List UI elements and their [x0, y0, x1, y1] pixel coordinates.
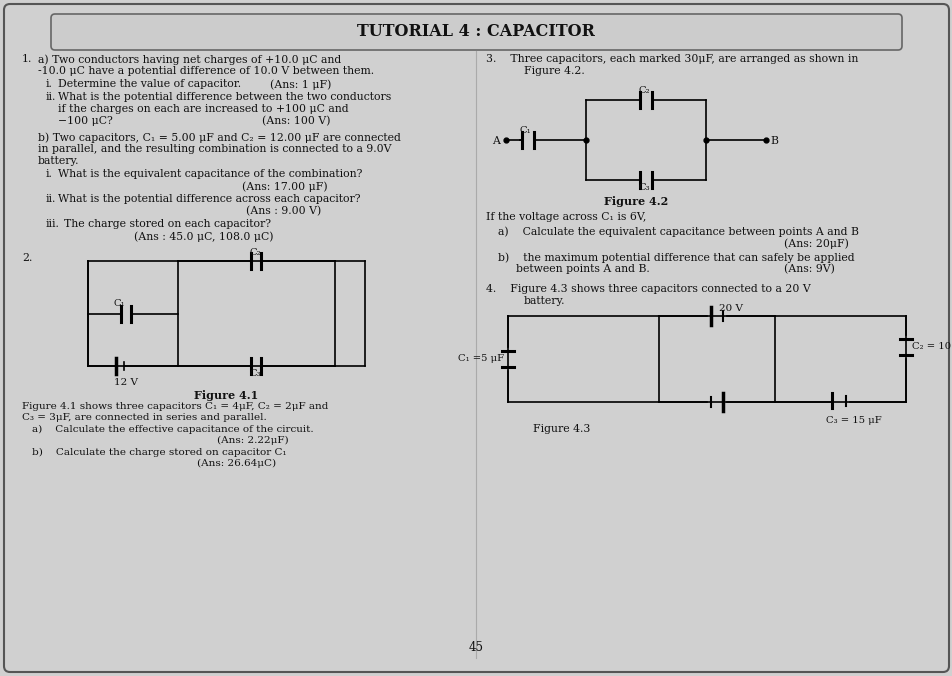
Text: C₁: C₁: [520, 126, 531, 135]
Text: battery.: battery.: [38, 156, 79, 166]
Text: Determine the value of capacitor.: Determine the value of capacitor.: [58, 79, 241, 89]
Text: (Ans: 26.64μC): (Ans: 26.64μC): [197, 459, 276, 468]
Text: C₁: C₁: [114, 299, 126, 308]
Text: (Ans: 1 μF): (Ans: 1 μF): [269, 79, 331, 89]
Text: C₃ = 3μF, are connected in series and parallel.: C₃ = 3μF, are connected in series and pa…: [22, 413, 267, 422]
Text: -10.0 μC have a potential difference of 10.0 V between them.: -10.0 μC have a potential difference of …: [38, 66, 374, 76]
Text: What is the potential difference between the two conductors: What is the potential difference between…: [58, 92, 391, 102]
Text: −100 μC?: −100 μC?: [58, 116, 112, 126]
Text: 4.    Figure 4.3 shows three capacitors connected to a 20 V: 4. Figure 4.3 shows three capacitors con…: [486, 284, 810, 294]
Text: (Ans: 17.00 μF): (Ans: 17.00 μF): [242, 181, 327, 191]
Text: iii.: iii.: [46, 219, 60, 229]
Text: if the charges on each are increased to +100 μC and: if the charges on each are increased to …: [58, 104, 348, 114]
Text: C₃ = 15 μF: C₃ = 15 μF: [825, 416, 882, 425]
Text: Figure 4.2: Figure 4.2: [604, 196, 667, 207]
Text: C₁ =5 μF: C₁ =5 μF: [458, 354, 504, 363]
Text: C₃: C₃: [249, 369, 261, 378]
Text: If the voltage across C₁ is 6V,: If the voltage across C₁ is 6V,: [486, 212, 645, 222]
FancyBboxPatch shape: [4, 4, 948, 672]
Text: (Ans: 2.22μF): (Ans: 2.22μF): [217, 436, 288, 445]
Text: C₂: C₂: [639, 86, 650, 95]
Text: 2.: 2.: [22, 253, 32, 263]
Text: Figure 4.2.: Figure 4.2.: [524, 66, 585, 76]
Text: What is the equivalent capacitance of the combination?: What is the equivalent capacitance of th…: [58, 169, 362, 179]
Text: B: B: [769, 136, 777, 146]
Text: The charge stored on each capacitor?: The charge stored on each capacitor?: [64, 219, 270, 229]
Text: in parallel, and the resulting combination is connected to a 9.0V: in parallel, and the resulting combinati…: [38, 144, 391, 154]
Text: i.: i.: [46, 169, 52, 179]
Text: 20 V: 20 V: [718, 304, 743, 313]
Text: b)    Calculate the charge stored on capacitor C₁: b) Calculate the charge stored on capaci…: [32, 448, 287, 457]
Text: 3.    Three capacitors, each marked 30μF, are arranged as shown in: 3. Three capacitors, each marked 30μF, a…: [486, 54, 858, 64]
Text: 1.: 1.: [22, 54, 32, 64]
Text: C₂: C₂: [249, 248, 261, 257]
Text: Figure 4.3: Figure 4.3: [532, 424, 589, 434]
Text: ii.: ii.: [46, 92, 56, 102]
Text: a) Two conductors having net charges of +10.0 μC and: a) Two conductors having net charges of …: [38, 54, 341, 65]
Text: (Ans : 9.00 V): (Ans : 9.00 V): [246, 206, 321, 216]
Text: What is the potential difference across each capacitor?: What is the potential difference across …: [58, 194, 360, 204]
Text: i.: i.: [46, 79, 52, 89]
Text: Figure 4.1 shows three capacitors C₁ = 4μF, C₂ = 2μF and: Figure 4.1 shows three capacitors C₁ = 4…: [22, 402, 328, 411]
Text: a)    Calculate the effective capacitance of the circuit.: a) Calculate the effective capacitance o…: [32, 425, 313, 434]
Text: TUTORIAL 4 : CAPACITOR: TUTORIAL 4 : CAPACITOR: [357, 24, 594, 41]
Text: between points A and B.: between points A and B.: [515, 264, 649, 274]
Text: C₂ = 10 μF: C₂ = 10 μF: [911, 342, 952, 351]
Text: 45: 45: [468, 641, 483, 654]
Text: ii.: ii.: [46, 194, 56, 204]
Text: (Ans: 9V): (Ans: 9V): [783, 264, 834, 274]
Text: C₃: C₃: [639, 183, 650, 192]
FancyBboxPatch shape: [51, 14, 901, 50]
Text: (Ans: 20μF): (Ans: 20μF): [783, 238, 848, 249]
Text: b) Two capacitors, C₁ = 5.00 μF and C₂ = 12.00 μF are connected: b) Two capacitors, C₁ = 5.00 μF and C₂ =…: [38, 132, 401, 143]
Text: (Ans : 45.0 μC, 108.0 μC): (Ans : 45.0 μC, 108.0 μC): [134, 231, 273, 241]
Text: battery.: battery.: [524, 296, 565, 306]
Text: A: A: [491, 136, 500, 146]
Text: (Ans: 100 V): (Ans: 100 V): [262, 116, 330, 126]
Text: 12 V: 12 V: [114, 378, 138, 387]
Text: b)    the maximum potential difference that can safely be applied: b) the maximum potential difference that…: [498, 252, 854, 262]
Text: a)    Calculate the equivalent capacitance between points A and B: a) Calculate the equivalent capacitance …: [498, 226, 858, 237]
Text: Figure 4.1: Figure 4.1: [194, 390, 258, 401]
